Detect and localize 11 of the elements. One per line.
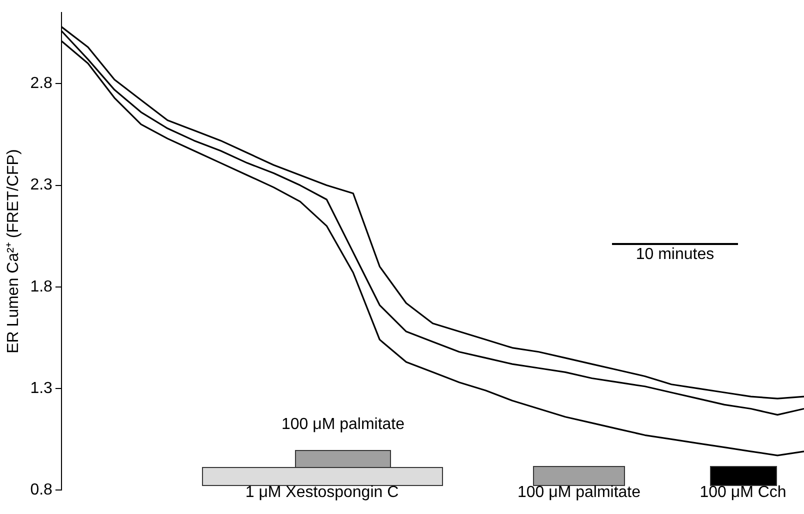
annotation: 100 μM palmitate	[517, 484, 641, 501]
y-axis-title: ER Lumen Ca²⁺ (FRET/CFP)	[5, 149, 22, 354]
annotation: 1 μM Xestospongin C	[244, 484, 400, 502]
y-tick-label: 1.3	[30, 380, 53, 397]
y-tick-label: 2.3	[30, 176, 53, 194]
y-tick-label: 0.8	[30, 481, 53, 498]
annotation: 100 μM Cch	[700, 484, 786, 501]
y-tick-label: 2.8	[30, 75, 53, 92]
annotation: 10 minutes	[634, 246, 716, 264]
y-tick-label: 1.8	[30, 278, 53, 296]
annotation: 100 μM palmitate	[280, 416, 406, 434]
